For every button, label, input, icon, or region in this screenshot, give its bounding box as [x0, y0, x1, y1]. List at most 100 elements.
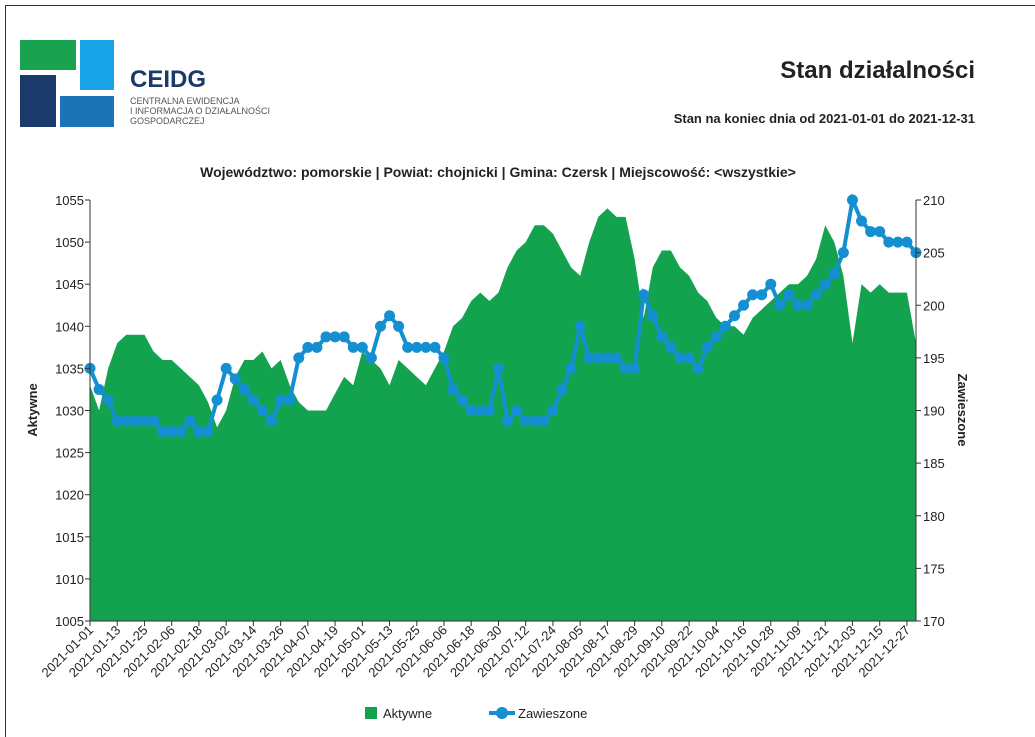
- point: [901, 236, 913, 248]
- point: [148, 415, 160, 427]
- point: [728, 310, 740, 322]
- point: [384, 310, 396, 322]
- legend-label: Zawieszone: [518, 706, 587, 721]
- point: [710, 331, 722, 343]
- point: [438, 352, 450, 364]
- point: [529, 415, 541, 427]
- point: [583, 352, 595, 364]
- logo: CEIDG CENTRALNA EWIDENCJA I INFORMACJA O…: [20, 40, 270, 127]
- point: [275, 394, 287, 406]
- point: [892, 236, 904, 248]
- point: [502, 415, 514, 427]
- point: [293, 352, 305, 364]
- point: [638, 289, 650, 301]
- point: [120, 415, 132, 427]
- y2-tick-label: 205: [923, 246, 945, 261]
- point: [266, 415, 278, 427]
- point: [774, 299, 786, 311]
- point: [665, 341, 677, 353]
- point: [574, 320, 586, 332]
- legend-item: Aktywne: [365, 706, 432, 721]
- point: [347, 341, 359, 353]
- y-tick-label: 1025: [55, 446, 84, 461]
- point: [874, 226, 886, 238]
- point: [547, 405, 559, 416]
- area: [90, 208, 916, 622]
- y2-tick-label: 170: [923, 614, 945, 629]
- y-tick-label: 1035: [55, 361, 84, 376]
- point: [184, 415, 196, 427]
- y2-tick-label: 185: [923, 456, 945, 471]
- point: [837, 247, 849, 259]
- y2-tick-label: 195: [923, 351, 945, 366]
- point: [474, 405, 486, 416]
- point: [393, 320, 405, 332]
- y2-tick-label: 175: [923, 561, 945, 576]
- point: [792, 299, 804, 311]
- point: [719, 320, 731, 332]
- point: [429, 341, 441, 353]
- point: [810, 289, 822, 301]
- point: [420, 341, 432, 353]
- y2-tick-label: 190: [923, 404, 945, 419]
- legend-swatch: [365, 707, 377, 719]
- y-tick-label: 1010: [55, 572, 84, 587]
- point: [511, 405, 523, 416]
- point: [356, 341, 368, 353]
- point: [175, 426, 187, 438]
- point: [211, 394, 223, 406]
- y-tick-label: 1005: [55, 614, 84, 629]
- point: [620, 362, 632, 374]
- point: [592, 352, 604, 364]
- y-tick-label: 1050: [55, 235, 84, 250]
- point: [492, 362, 504, 374]
- logo-block: [60, 96, 114, 127]
- y2-axis-label: Zawieszone: [955, 374, 970, 447]
- point: [447, 383, 459, 395]
- point: [311, 341, 323, 353]
- point: [538, 415, 550, 427]
- point: [846, 194, 858, 206]
- y-tick-label: 1045: [55, 277, 84, 292]
- point: [556, 383, 568, 395]
- point: [320, 331, 332, 343]
- logo-line: GOSPODARCZEJ: [130, 116, 205, 126]
- point: [601, 352, 613, 364]
- frame: [5, 5, 1035, 737]
- point: [647, 310, 659, 322]
- point: [166, 426, 178, 438]
- point: [783, 289, 795, 301]
- point: [819, 278, 831, 290]
- point: [701, 341, 713, 353]
- logo-block: [20, 75, 56, 127]
- point: [138, 415, 150, 427]
- point: [374, 320, 386, 332]
- logo-text: CEIDG: [130, 66, 206, 93]
- point: [828, 268, 840, 280]
- point: [102, 394, 114, 406]
- y2-tick-label: 180: [923, 509, 945, 524]
- point: [683, 352, 695, 364]
- point: [111, 415, 123, 427]
- y-tick-label: 1020: [55, 488, 84, 503]
- logo-block: [80, 40, 114, 90]
- point: [801, 299, 813, 311]
- chart-title: Województwo: pomorskie | Powiat: chojnic…: [200, 164, 796, 180]
- point: [284, 394, 296, 406]
- legend-swatch: [496, 707, 508, 719]
- legend-label: Aktywne: [383, 706, 432, 721]
- logo-line: I INFORMACJA O DZIAŁALNOŚCI: [130, 105, 270, 116]
- point: [402, 341, 414, 353]
- point: [610, 352, 622, 364]
- point: [565, 362, 577, 374]
- point: [202, 426, 214, 438]
- point: [465, 405, 477, 416]
- subtitle: Stan na koniec dnia od 2021-01-01 do 202…: [674, 111, 975, 126]
- point: [747, 289, 759, 301]
- point: [411, 341, 423, 353]
- point: [765, 278, 777, 290]
- point: [692, 362, 704, 374]
- logo-block: [20, 40, 76, 70]
- point: [229, 373, 241, 385]
